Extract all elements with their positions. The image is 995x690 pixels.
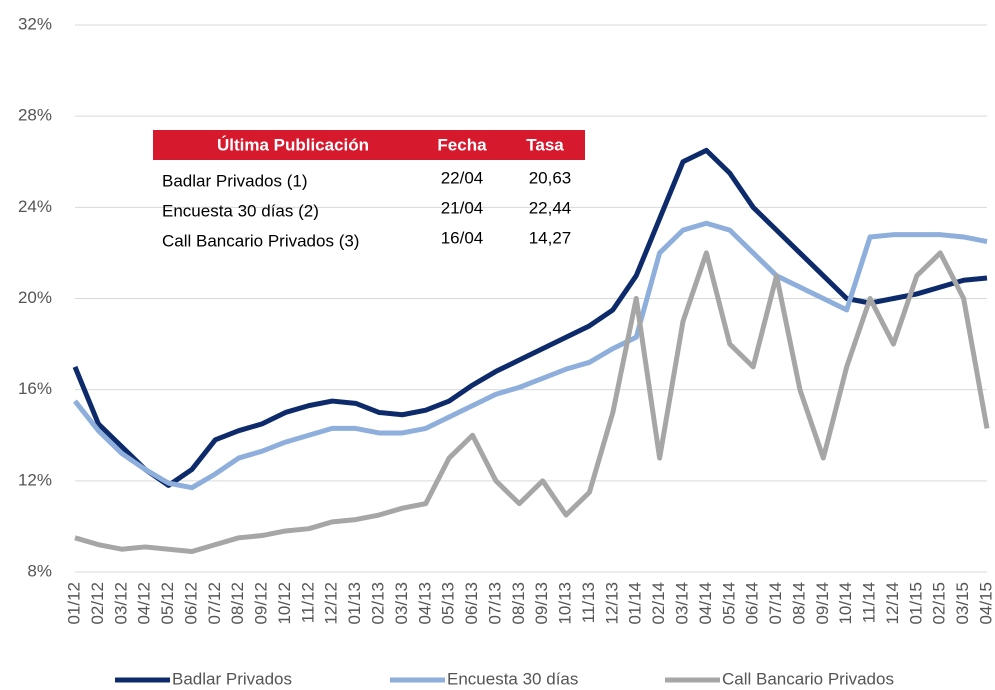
- x-tick-label: 11/14: [860, 582, 879, 623]
- table-cell: Encuesta 30 días (2): [162, 201, 319, 220]
- x-tick-label: 07/12: [205, 582, 224, 625]
- y-tick-label: 24%: [18, 197, 52, 216]
- x-tick-label: 06/12: [181, 582, 200, 625]
- legend-label: Badlar Privados: [172, 669, 292, 688]
- x-tick-label: 09/12: [252, 582, 271, 625]
- y-tick-label: 16%: [18, 379, 52, 398]
- x-tick-label: 04/15: [976, 582, 995, 625]
- y-tick-label: 12%: [18, 470, 52, 489]
- series-line: [74, 250, 990, 554]
- table-header: Última Publicación: [217, 135, 369, 154]
- table-header: Tasa: [526, 135, 564, 154]
- table-cell: 20,63: [529, 168, 572, 187]
- x-tick-label: 06/14: [743, 582, 762, 625]
- y-tick-label: 20%: [18, 288, 52, 307]
- x-tick-label: 05/14: [719, 582, 738, 625]
- legend-label: Call Bancario Privados: [722, 669, 894, 688]
- x-tick-label: 01/13: [345, 582, 364, 625]
- table-cell: 21/04: [441, 198, 484, 217]
- x-tick-label: 08/14: [789, 582, 808, 625]
- x-tick-label: 08/12: [228, 582, 247, 625]
- x-tick-label: 02/12: [88, 582, 107, 625]
- x-tick-label: 03/14: [672, 582, 691, 625]
- table-header: Fecha: [437, 135, 487, 154]
- x-tick-label: 12/14: [883, 582, 902, 625]
- inset-table: Última Publicación Fecha Tasa Badlar Pri…: [153, 130, 585, 250]
- x-tick-label: 09/13: [532, 582, 551, 625]
- x-tick-label: 03/15: [953, 582, 972, 625]
- x-tick-label: 02/14: [649, 582, 668, 625]
- y-tick-label: 32%: [18, 14, 52, 33]
- series-line: [73, 220, 988, 491]
- x-tick-label: 04/12: [135, 582, 154, 625]
- x-tick-label: 10/12: [275, 582, 294, 625]
- x-tick-label: 02/13: [368, 582, 387, 625]
- x-tick-label: 08/13: [509, 582, 528, 625]
- x-tick-label: 10/14: [836, 582, 855, 625]
- x-tick-label: 04/13: [415, 582, 434, 625]
- table-cell: 16/04: [441, 228, 484, 247]
- x-tick-label: 09/14: [813, 582, 832, 625]
- legend-label: Encuesta 30 días: [447, 669, 578, 688]
- x-tick-label: 05/12: [158, 582, 177, 625]
- x-tick-label: 11/12: [298, 582, 317, 623]
- x-tick-label: 05/13: [439, 582, 458, 625]
- table-cell: 22,44: [529, 198, 572, 217]
- x-tick-label: 07/14: [766, 582, 785, 625]
- table-header-bg: [153, 130, 585, 160]
- x-tick-label: 12/12: [322, 582, 341, 625]
- x-tick-label: 01/15: [906, 582, 925, 625]
- x-tick-label: 04/14: [696, 582, 715, 625]
- table-cell: 22/04: [441, 168, 484, 187]
- x-tick-label: 03/13: [392, 582, 411, 625]
- series-line: [72, 147, 988, 488]
- x-tick-label: 10/13: [556, 582, 575, 625]
- table-cell: 14,27: [529, 228, 572, 247]
- y-tick-label: 28%: [18, 106, 52, 125]
- x-tick-label: 01/12: [64, 582, 83, 625]
- x-tick-label: 11/13: [579, 582, 598, 623]
- x-tick-label: 01/14: [626, 582, 645, 625]
- x-tick-label: 03/12: [111, 582, 130, 625]
- x-tick-label: 12/13: [602, 582, 621, 625]
- table-cell: Call Bancario Privados (3): [162, 231, 359, 250]
- x-tick-label: 06/13: [462, 582, 481, 625]
- x-tick-label: 07/13: [485, 582, 504, 625]
- x-tick-label: 02/15: [930, 582, 949, 625]
- table-cell: Badlar Privados (1): [162, 171, 308, 190]
- y-tick-label: 8%: [27, 561, 52, 580]
